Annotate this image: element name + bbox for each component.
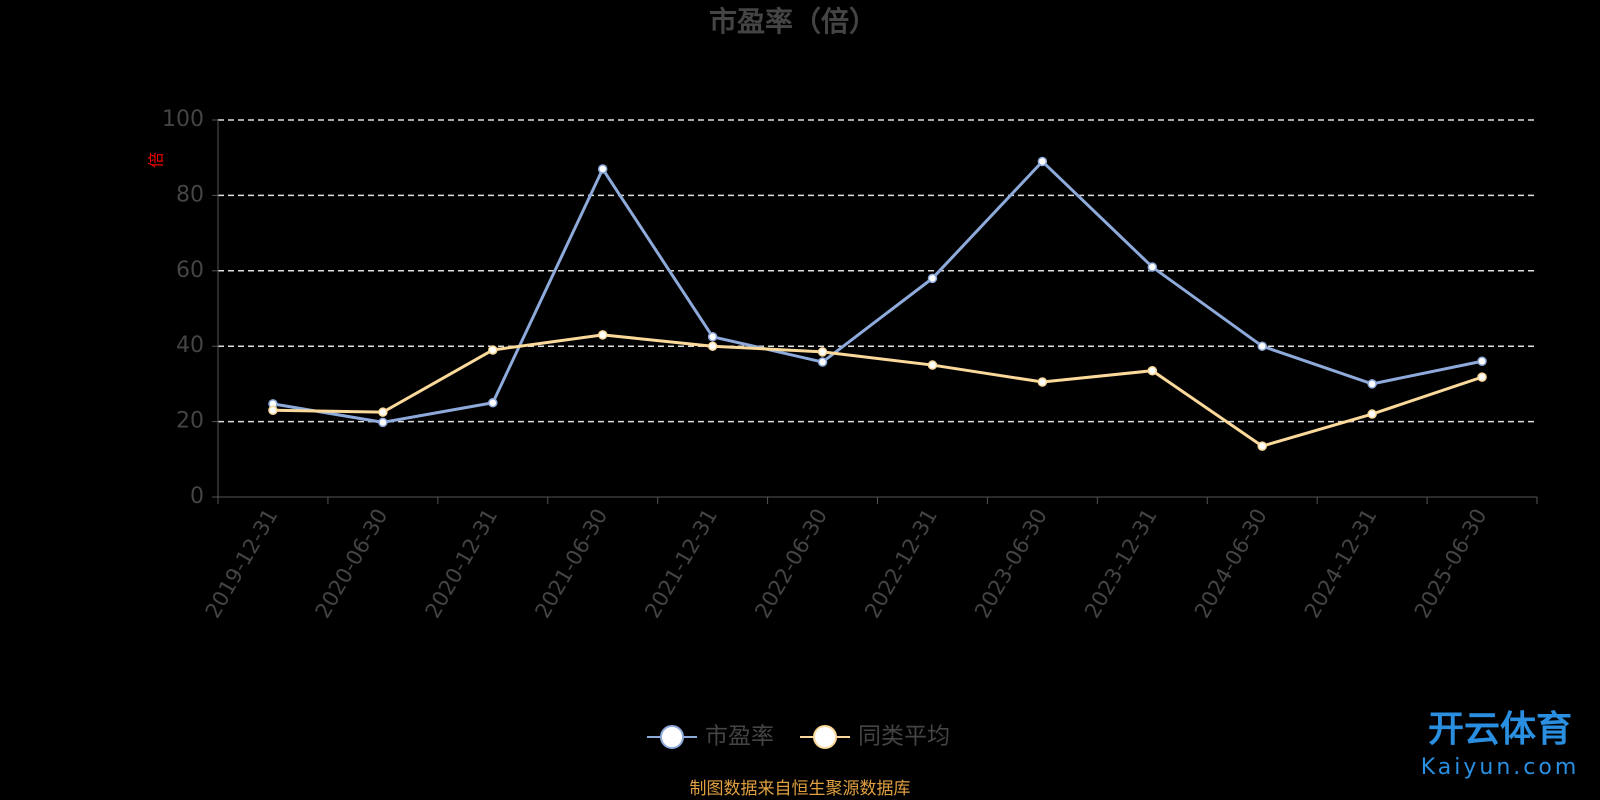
data-point — [597, 164, 608, 174]
x-tick-label: 2020-06-30 — [311, 505, 393, 623]
data-point — [1037, 156, 1048, 167]
y-tick-label: 0 — [190, 484, 204, 509]
chart-title: 市盈率（倍） — [709, 5, 877, 38]
data-point — [1037, 377, 1048, 387]
x-tick-label: 2023-12-31 — [1080, 505, 1162, 623]
data-point — [927, 273, 938, 284]
data-point — [1477, 372, 1487, 382]
y-tick-label: 20 — [176, 409, 204, 434]
x-tick-label: 2021-12-31 — [640, 505, 722, 623]
data-point — [1477, 356, 1487, 367]
data-point — [707, 341, 718, 351]
y-axis-label: 倍 — [147, 152, 166, 168]
legend-label: 同类平均 — [858, 724, 950, 750]
x-tick-label: 2022-12-31 — [860, 504, 942, 622]
data-point — [488, 345, 498, 355]
legend-label: 市盈率 — [705, 724, 774, 750]
data-point — [1257, 341, 1267, 351]
y-tick-label: 80 — [176, 182, 204, 207]
data-point — [707, 332, 718, 342]
x-tick-label: 2019-12-31 — [201, 505, 283, 623]
x-tick-label: 2022-06-30 — [750, 505, 832, 623]
data-point — [1147, 262, 1158, 272]
data-point — [817, 347, 828, 357]
x-tick-label: 2020-12-31 — [421, 504, 503, 622]
legend-marker — [660, 725, 684, 749]
data-point — [268, 405, 278, 416]
data-point — [1367, 379, 1377, 389]
watermark-site: Kaiyun.com — [1421, 755, 1580, 780]
data-point — [378, 407, 388, 417]
data-point — [1147, 365, 1158, 376]
source-note: 制图数据来自恒生聚源数据库 — [690, 779, 911, 799]
x-tick-label: 2024-12-31 — [1300, 505, 1382, 623]
series-line — [272, 333, 1483, 448]
y-tick-label: 40 — [176, 333, 204, 358]
data-point — [378, 417, 388, 428]
data-point — [597, 330, 608, 340]
legend-marker — [813, 725, 837, 749]
y-tick-label: 60 — [176, 258, 204, 283]
data-point — [927, 360, 938, 370]
data-point — [1257, 441, 1267, 451]
y-tick-label: 100 — [162, 107, 204, 132]
x-tick-label: 2024-06-30 — [1190, 505, 1272, 623]
data-point — [817, 357, 828, 367]
x-tick-label: 2021-06-30 — [530, 505, 612, 623]
data-point — [488, 398, 498, 408]
watermark-name: 开云体育 — [1428, 709, 1572, 750]
x-tick-label: 2025-06-30 — [1410, 505, 1492, 623]
x-tick-label: 2023-06-30 — [970, 505, 1052, 623]
series-line — [272, 159, 1483, 424]
data-point — [1367, 409, 1377, 419]
